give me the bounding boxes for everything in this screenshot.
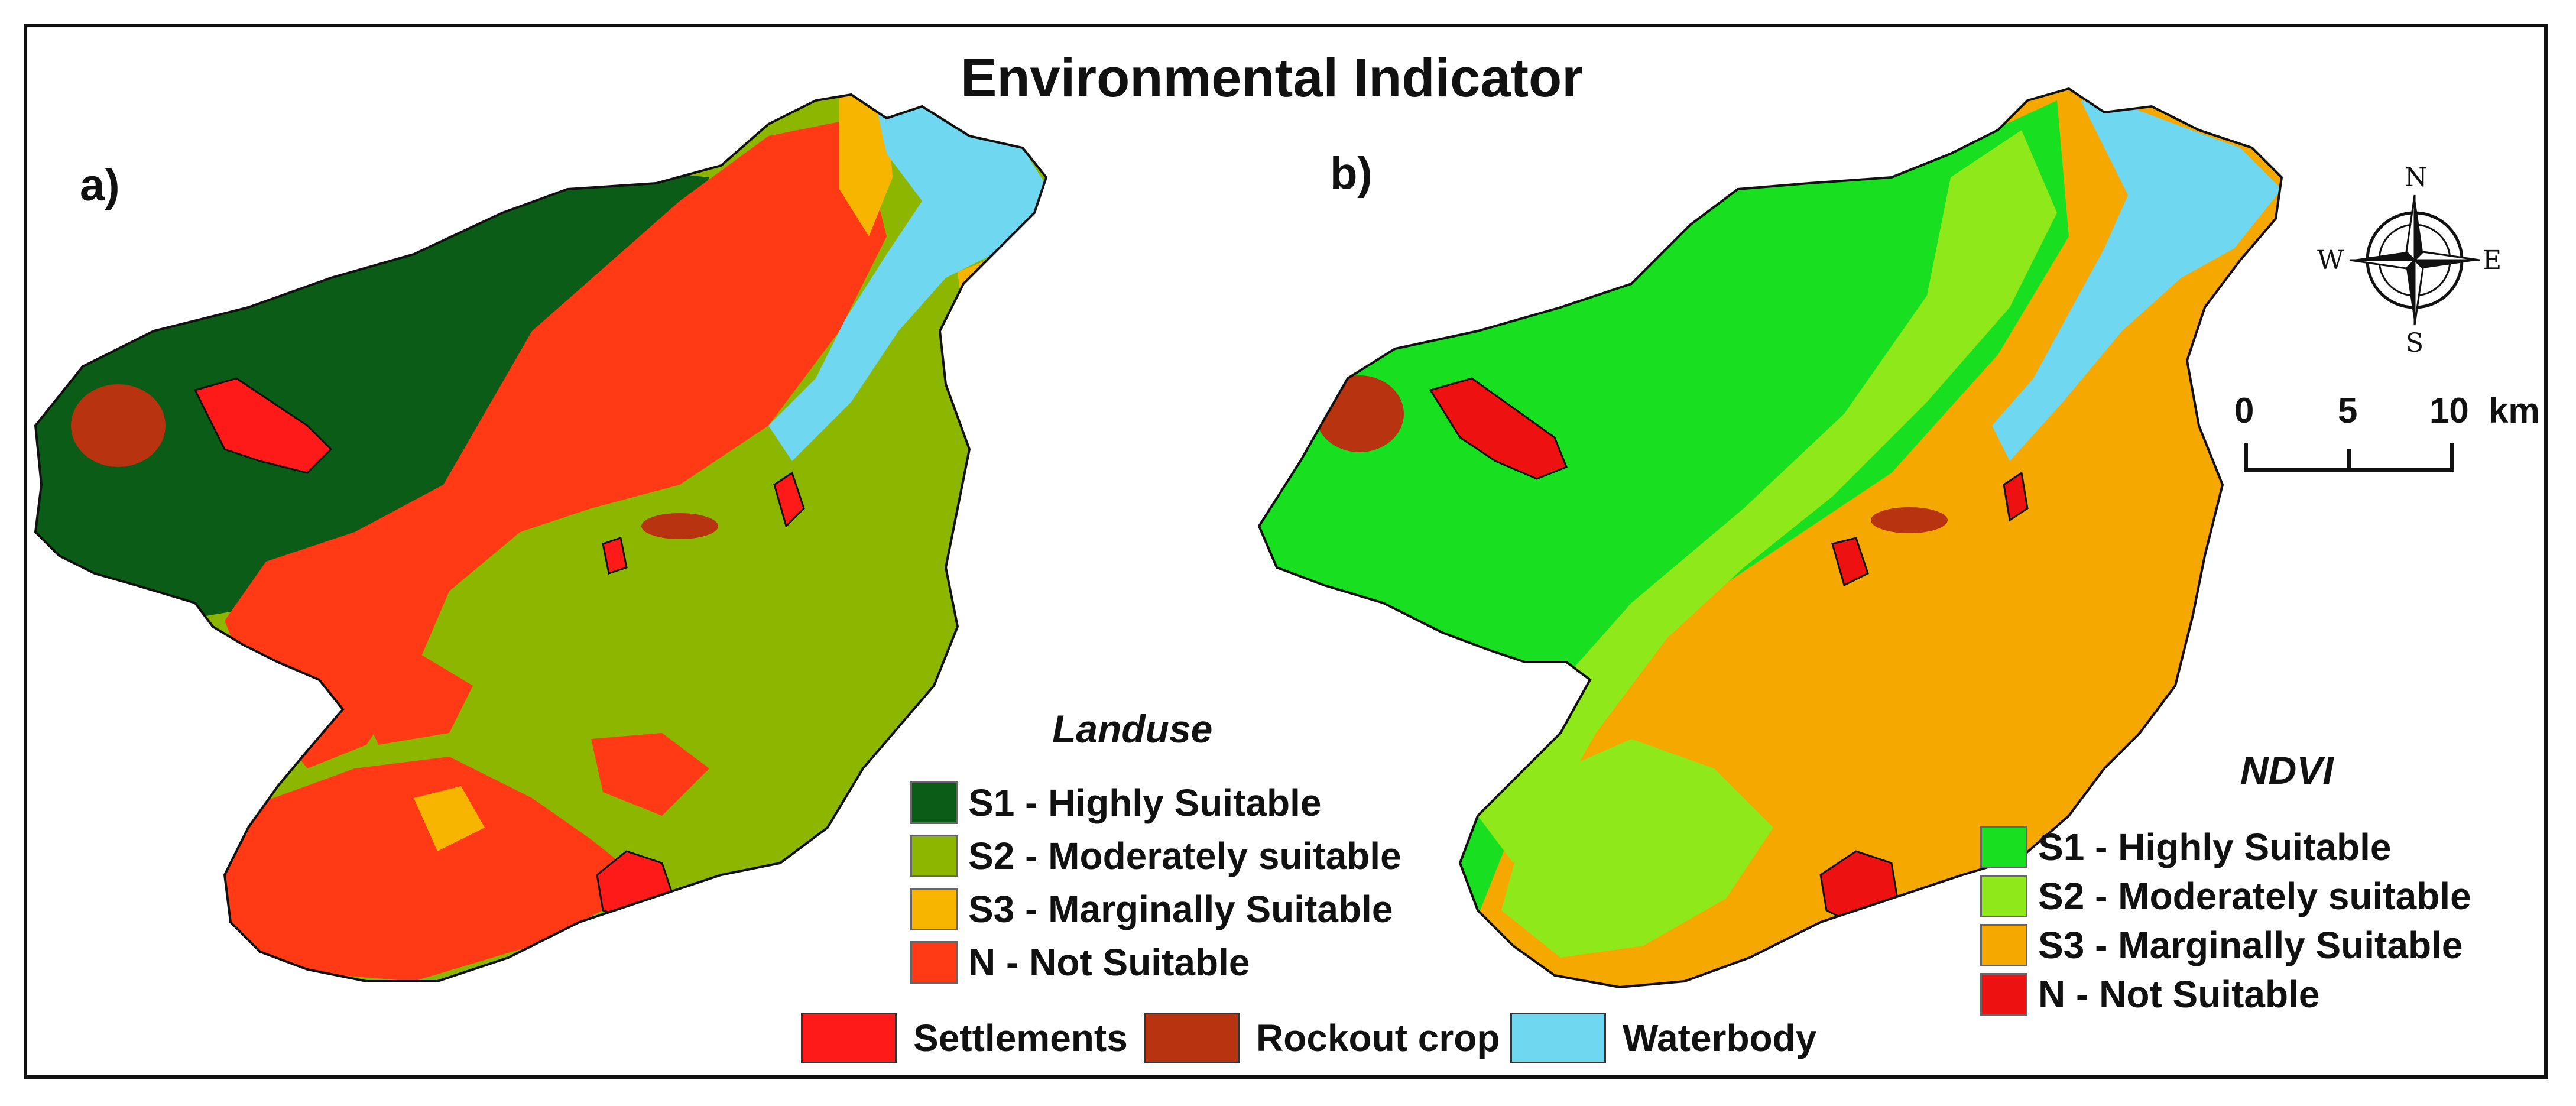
landuse-swatch-s2 xyxy=(910,835,958,877)
waterbody-label: Waterbody xyxy=(1623,1017,1817,1059)
landuse-label-s2: S2 - Moderately suitable xyxy=(968,835,1401,877)
ndvi-legend-s1: S1 - Highly Suitable xyxy=(1980,825,2391,870)
scale-tick-10: 10 xyxy=(2429,391,2469,430)
panel-b-label: b) xyxy=(1330,148,1373,199)
legend-settlements: Settlements xyxy=(801,1013,1128,1063)
settlements-label: Settlements xyxy=(913,1017,1128,1059)
ndvi-label-s3: S3 - Marginally Suitable xyxy=(2038,924,2463,966)
scale-bar xyxy=(2244,443,2454,472)
landuse-swatch-s1 xyxy=(910,781,958,824)
compass-east: E xyxy=(2483,245,2502,275)
ndvi-swatch-s2 xyxy=(1980,875,2027,917)
panel-a-label: a) xyxy=(80,160,120,210)
landuse-legend-title: Landuse xyxy=(1052,707,1213,751)
landuse-legend-n: N - Not Suitable xyxy=(910,940,1250,985)
rockout-crop-label: Rockout crop xyxy=(1256,1017,1500,1059)
landuse-label-s3: S3 - Marginally Suitable xyxy=(968,888,1393,930)
waterbody-swatch xyxy=(1510,1013,1606,1063)
ndvi-label-s2: S2 - Moderately suitable xyxy=(2038,875,2471,917)
scale-tick-0: 0 xyxy=(2234,391,2254,430)
ndvi-swatch-s1 xyxy=(1980,826,2027,868)
scale-unit: km xyxy=(2489,391,2540,430)
compass-north: N xyxy=(2405,163,2428,193)
ndvi-legend-n: N - Not Suitable xyxy=(1980,972,2319,1017)
north-arrow-icon xyxy=(2349,194,2480,326)
landuse-legend-s2: S2 - Moderately suitable xyxy=(910,833,1401,878)
compass-west: W xyxy=(2317,245,2344,275)
landuse-label-s1: S1 - Highly Suitable xyxy=(968,781,1322,824)
ndvi-swatch-s3 xyxy=(1980,924,2027,966)
ndvi-label-n: N - Not Suitable xyxy=(2038,973,2320,1016)
landuse-label-n: N - Not Suitable xyxy=(968,941,1250,984)
ndvi-legend-s3: S3 - Marginally Suitable xyxy=(1980,923,2463,968)
ndvi-swatch-n xyxy=(1980,973,2027,1016)
ndvi-label-s1: S1 - Highly Suitable xyxy=(2038,826,2392,868)
legend-waterbody: Waterbody xyxy=(1510,1013,1816,1063)
landuse-swatch-n xyxy=(910,941,958,984)
landuse-swatch-s3 xyxy=(910,888,958,930)
legend-rockout-crop: Rockout crop xyxy=(1144,1013,1500,1063)
landuse-legend-s3: S3 - Marginally Suitable xyxy=(910,887,1393,932)
figure-title-text: Environmental Indicator xyxy=(961,48,1584,108)
ndvi-legend-s2: S2 - Moderately suitable xyxy=(1980,874,2471,919)
rockout-crop-swatch xyxy=(1144,1013,1240,1063)
settlements-swatch xyxy=(801,1013,897,1063)
ndvi-legend-title: NDVI xyxy=(2240,748,2334,792)
compass-south: S xyxy=(2406,328,2424,358)
scale-tick-5: 5 xyxy=(2338,391,2358,430)
landuse-legend-s1: S1 - Highly Suitable xyxy=(910,780,1321,825)
